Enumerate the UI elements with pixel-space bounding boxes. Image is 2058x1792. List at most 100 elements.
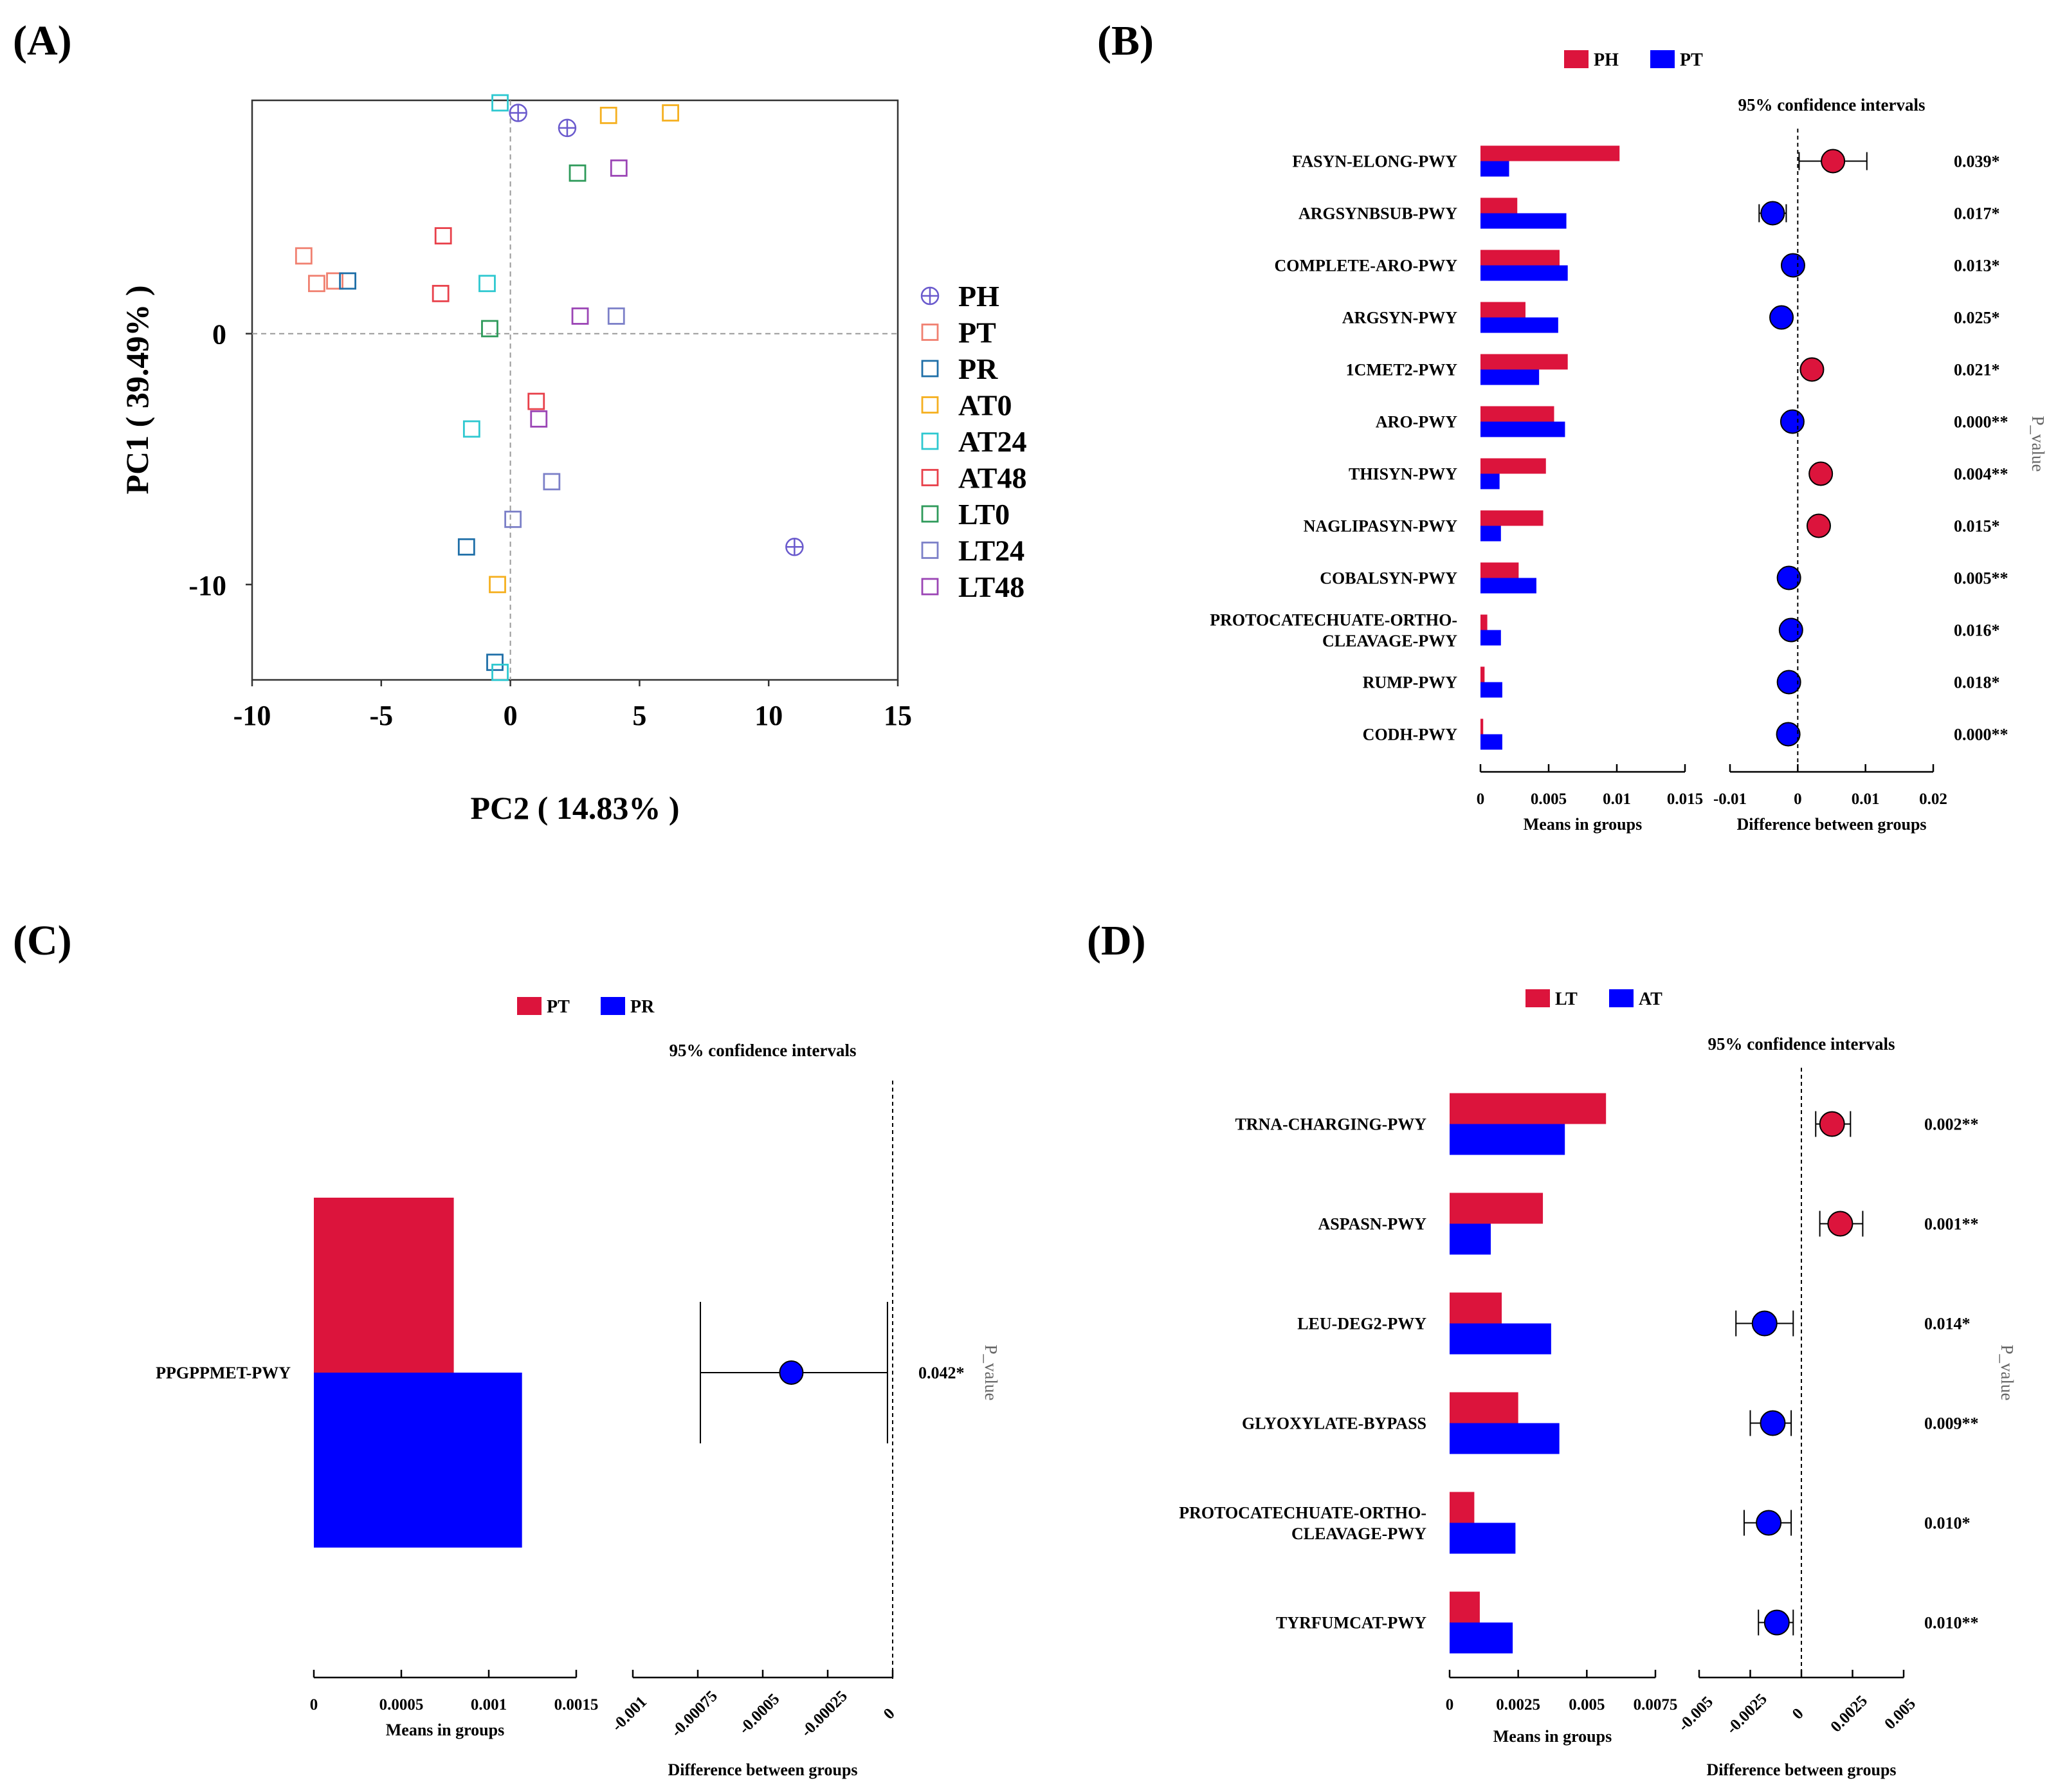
bar-pt [1480, 265, 1568, 281]
means-axis-title: Means in groups [1524, 815, 1642, 834]
x-tick-label-a: 15 [884, 700, 912, 731]
pathway-label: LEU-DEG2-PWY [1297, 1315, 1426, 1333]
bar-pt [1480, 473, 1500, 489]
pathway-label: PROTOCATECHUATE-ORTHO-CLEAVAGE-PWY [1179, 1503, 1426, 1543]
p-value-label: 0.004** [1954, 465, 2008, 484]
point-lt48 [530, 410, 548, 428]
means-tick-label: 0.0075 [1634, 1696, 1678, 1714]
bar-pt [1480, 161, 1509, 177]
point-at24 [491, 94, 509, 112]
bar-ph [1480, 302, 1525, 318]
bar-at [1450, 1622, 1513, 1654]
x-tick-label-a: 10 [754, 700, 783, 731]
difference-point [1776, 670, 1801, 695]
legend-label-ph: PH [1594, 50, 1619, 70]
bar-ph [1480, 197, 1518, 214]
difference-point [1776, 565, 1801, 590]
bar-ph [1480, 145, 1620, 161]
legend-label-lt0: LT0 [958, 498, 1010, 531]
pathway-label: 1CMET2-PWY [1346, 361, 1458, 379]
bar-lt [1450, 1492, 1475, 1523]
legend-swatch-lt [1525, 989, 1550, 1007]
means-tick-label: 0 [310, 1696, 318, 1714]
pathway-label: PROTOCATECHUATE-ORTHO-CLEAVAGE-PWY [1210, 610, 1457, 650]
point-at24 [491, 663, 509, 681]
pathway-label: TYRFUMCAT-PWY [1276, 1614, 1426, 1632]
legend-label-at24: AT24 [958, 425, 1027, 458]
p-value-label: 0.009** [1924, 1414, 1979, 1433]
point-at24 [462, 420, 480, 438]
legend-marker-pt [921, 324, 939, 341]
legend-label-pt: PT [547, 997, 570, 1017]
bar-at [1450, 1423, 1560, 1454]
p-value-label: 0.025* [1954, 309, 2000, 327]
pathway-label: COMPLETE-ARO-PWY [1274, 257, 1457, 275]
point-lt48 [610, 159, 628, 177]
diff-tick-label: -0.0025 [1723, 1690, 1771, 1738]
difference-point [1756, 1510, 1782, 1536]
p-value-label: 0.017* [1954, 205, 2000, 223]
point-pr [339, 272, 356, 290]
point-ph [558, 118, 577, 138]
legend-label-at48: AT48 [958, 462, 1027, 495]
x-tick-label-a: -5 [369, 700, 393, 731]
bar-pt [1480, 213, 1567, 229]
pathway-label: RUMP-PWY [1363, 673, 1458, 692]
legend-marker-at0 [921, 396, 939, 414]
p-value-label: 0.014* [1924, 1315, 1971, 1333]
p-value-label: 0.000** [1954, 726, 2008, 744]
diff-tick-label: -0.001 [608, 1693, 650, 1735]
means-axis-title: Means in groups [1493, 1727, 1612, 1746]
bar-pt [1480, 630, 1501, 646]
bar-ph [1480, 562, 1519, 578]
difference-point [1808, 461, 1834, 486]
diff-tick-label: 0.0025 [1827, 1692, 1871, 1736]
pathway-label: ARO-PWY [1376, 413, 1457, 432]
diff-tick-label: 0.005 [1881, 1695, 1919, 1733]
pathway-label: CODH-PWY [1363, 726, 1458, 744]
p-value-label: 0.042* [918, 1364, 965, 1382]
p-value-label: 0.010** [1924, 1614, 1979, 1632]
bar-pt [314, 1198, 454, 1373]
pathway-label: ASPASN-PWY [1318, 1215, 1426, 1234]
point-ph [785, 538, 804, 556]
diff-axis-title: Difference between groups [1736, 815, 1926, 834]
pathway-label: ARGSYNBSUB-PWY [1298, 205, 1457, 223]
y-axis-label-a: PC1 ( 39.49% ) [119, 286, 155, 495]
panel-label-a: (A) [13, 17, 72, 64]
diff-tick-label: -0.00075 [668, 1687, 720, 1740]
difference-point [1769, 305, 1794, 330]
bar-pt [1480, 369, 1540, 385]
x-tick-label-a: -10 [233, 700, 271, 731]
p-value-label: 0.016* [1954, 621, 2000, 640]
p-value-label: 0.002** [1924, 1115, 1979, 1134]
legend-marker-at24 [921, 432, 939, 450]
pathway-label: COBALSYN-PWY [1320, 569, 1457, 588]
p-value-label: 0.001** [1924, 1215, 1979, 1234]
legend-label-pt: PT [958, 316, 996, 349]
pathway-label: TRNA-CHARGING-PWY [1235, 1115, 1426, 1134]
p-value-label: 0.015* [1954, 517, 2000, 536]
p-value-label: 0.005** [1954, 569, 2008, 588]
point-at0 [489, 576, 506, 594]
bar-lt [1450, 1193, 1543, 1224]
means-tick-label: 0 [1446, 1696, 1454, 1714]
point-pr [486, 654, 504, 672]
legend-label-lt: LT [1555, 989, 1578, 1009]
ci-title: 95% confidence intervals [1708, 1034, 1895, 1054]
p-value-label: 0.039* [1954, 152, 2000, 171]
difference-point [1827, 1211, 1853, 1237]
bar-ph [1480, 250, 1560, 266]
pathway-label: ARGSYN-PWY [1342, 309, 1457, 327]
bar-pt [1480, 421, 1565, 437]
point-at24 [478, 275, 496, 293]
means-tick-label: 0.015 [1667, 791, 1703, 808]
point-pt [307, 275, 325, 293]
y-tick-label-a: -10 [188, 570, 226, 601]
point-lt48 [571, 307, 589, 325]
bar-at [1450, 1223, 1491, 1255]
diff-tick-label: 0 [1794, 791, 1802, 808]
diff-tick-label: -0.01 [1713, 791, 1747, 808]
diff-axis-title: Difference between groups [668, 1760, 857, 1779]
legend-swatch-ph [1564, 50, 1589, 68]
